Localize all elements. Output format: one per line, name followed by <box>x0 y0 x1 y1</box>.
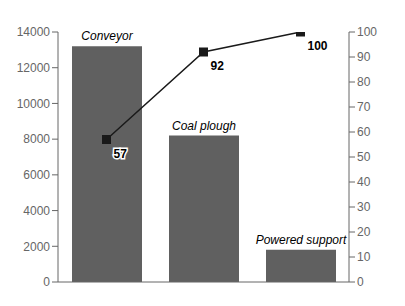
svg-text:0: 0 <box>357 275 364 289</box>
svg-text:50: 50 <box>357 150 371 164</box>
svg-text:90: 90 <box>357 50 371 64</box>
svg-text:4000: 4000 <box>23 204 50 218</box>
svg-text:30: 30 <box>357 200 371 214</box>
svg-text:0: 0 <box>43 275 50 289</box>
svg-text:60: 60 <box>357 125 371 139</box>
svg-text:70: 70 <box>357 100 371 114</box>
svg-text:57: 57 <box>114 147 128 161</box>
svg-text:6000: 6000 <box>23 168 50 182</box>
svg-text:20: 20 <box>357 225 371 239</box>
svg-text:80: 80 <box>357 75 371 89</box>
svg-text:14000: 14000 <box>17 25 51 39</box>
svg-text:2000: 2000 <box>23 240 50 254</box>
svg-text:Coal plough: Coal plough <box>172 119 236 133</box>
svg-text:8000: 8000 <box>23 132 50 146</box>
svg-text:Conveyor: Conveyor <box>81 29 133 43</box>
svg-text:10: 10 <box>357 250 371 264</box>
svg-text:100: 100 <box>308 39 328 53</box>
svg-text:12000: 12000 <box>17 61 51 75</box>
svg-text:Powered support: Powered support <box>256 233 347 247</box>
svg-text:92: 92 <box>211 59 225 73</box>
svg-text:100: 100 <box>357 25 377 39</box>
svg-text:40: 40 <box>357 175 371 189</box>
svg-text:10000: 10000 <box>17 97 51 111</box>
